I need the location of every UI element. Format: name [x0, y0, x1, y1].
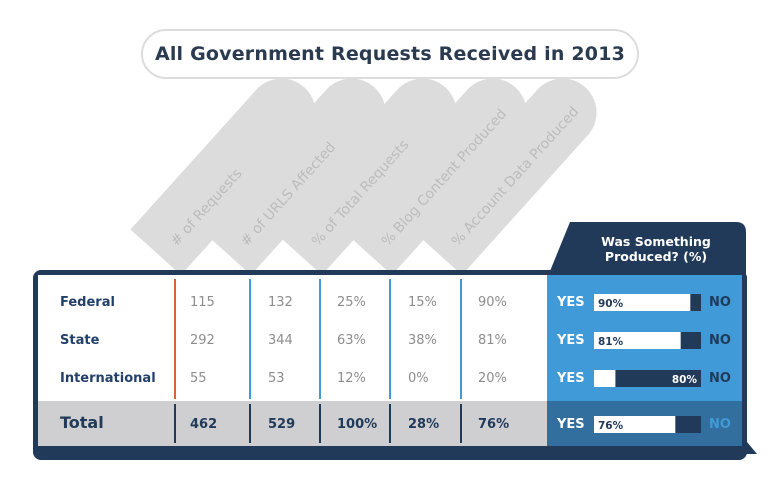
- total-cell: 462: [190, 417, 217, 432]
- table-cell: 55: [190, 371, 207, 386]
- total-cell: 76%: [478, 417, 509, 432]
- column-header-shape: [341, 78, 527, 275]
- no-label: NO: [709, 333, 731, 348]
- total-no-label: NO: [709, 417, 731, 432]
- produced-header-tab: [548, 222, 746, 276]
- column-header-shape: [271, 78, 457, 275]
- produced-header-line1: Was Something: [601, 234, 711, 249]
- produced-header-line2: Produced? (%): [605, 249, 707, 264]
- table-cell: 132: [268, 295, 293, 310]
- table-cell: 115: [190, 295, 215, 310]
- table-cell: 90%: [478, 295, 507, 310]
- produced-bar-fill: [594, 332, 681, 349]
- total-produced-bar-label: 76%: [598, 420, 624, 432]
- table-cell: 25%: [337, 295, 366, 310]
- table-cell: 20%: [478, 371, 507, 386]
- table-cell: 81%: [478, 333, 507, 348]
- produced-bar-label: 80%: [672, 374, 698, 386]
- table-cell: 0%: [408, 371, 429, 386]
- produced-bar-track: [594, 370, 701, 387]
- total-yes-label: YES: [556, 417, 585, 432]
- total-produced-bar-fill: [594, 416, 676, 433]
- no-label: NO: [709, 371, 731, 386]
- table-cell: 344: [268, 333, 293, 348]
- table-cell: 292: [190, 333, 215, 348]
- produced-bar-fill: [594, 370, 616, 387]
- yes-label: YES: [556, 371, 585, 386]
- chart-title: All Government Requests Received in 2013: [141, 29, 639, 79]
- row-label: Federal: [60, 295, 115, 310]
- produced-bar-fill: [594, 294, 691, 311]
- yes-label: YES: [556, 333, 585, 348]
- total-cell: 100%: [337, 417, 377, 432]
- total-cell: 28%: [408, 417, 439, 432]
- table-body: [38, 275, 547, 401]
- row-label: State: [60, 333, 100, 348]
- no-label: NO: [709, 295, 731, 310]
- row-label: International: [60, 371, 156, 386]
- column-header-shape: [200, 78, 386, 275]
- table-cell: 15%: [408, 295, 437, 310]
- yes-label: YES: [556, 295, 585, 310]
- table-cell: 38%: [408, 333, 437, 348]
- column-header-shape: [411, 78, 597, 275]
- table-cell: 53: [268, 371, 285, 386]
- column-header-shape: [130, 78, 316, 275]
- produced-bar-label: 81%: [598, 336, 624, 348]
- table-cell: 63%: [337, 333, 366, 348]
- total-cell: 529: [268, 417, 295, 432]
- produced-bar-label: 90%: [598, 298, 624, 310]
- total-row-background: [38, 401, 547, 446]
- table-cell: 12%: [337, 371, 366, 386]
- total-label: Total: [60, 413, 104, 432]
